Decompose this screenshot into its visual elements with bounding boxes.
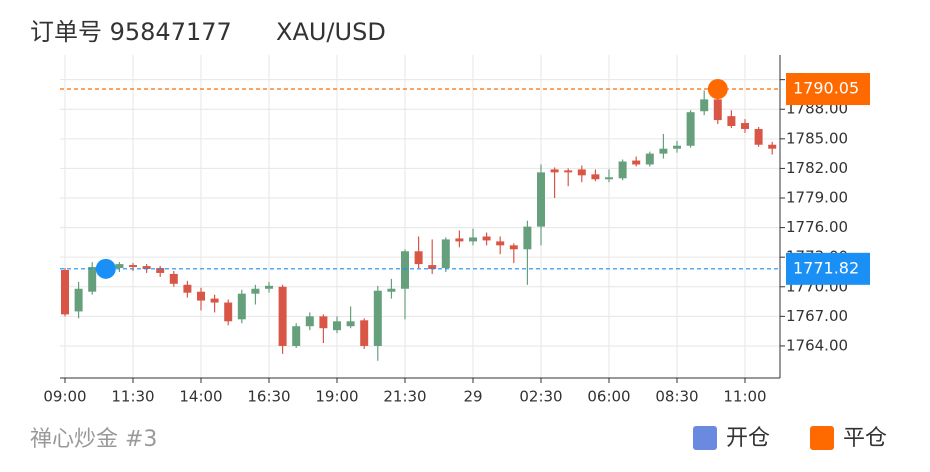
- y-tick-label: 1785.00: [786, 129, 848, 147]
- candle-body: [360, 320, 369, 346]
- legend-swatch: [810, 426, 834, 450]
- y-tick-label: 1767.00: [786, 307, 848, 325]
- candle-body: [292, 326, 301, 346]
- price-label: 1790.05: [793, 79, 859, 98]
- candle-body: [659, 148, 668, 154]
- candle-body: [265, 285, 273, 289]
- x-tick-label: 11:30: [111, 388, 154, 406]
- candle-body: [197, 291, 205, 301]
- candle-body: [537, 172, 545, 227]
- candle-body: [496, 241, 505, 246]
- legend-label: 平仓: [843, 426, 887, 451]
- candle-body: [88, 267, 97, 292]
- candle-body: [373, 290, 382, 346]
- candle-body: [509, 245, 518, 250]
- candle-body: [713, 99, 722, 121]
- candle-body: [455, 238, 464, 242]
- y-tick-label: 1779.00: [786, 189, 848, 207]
- x-tick-label: 02:30: [519, 388, 562, 406]
- candle-body: [482, 236, 491, 241]
- candle-body: [645, 153, 654, 165]
- candle-body: [237, 293, 246, 320]
- y-tick-label: 1782.00: [786, 159, 848, 177]
- candle-body: [319, 316, 328, 329]
- x-tick-label: 06:00: [587, 388, 630, 406]
- x-tick-label: 19:00: [315, 388, 358, 406]
- candle-body: [169, 273, 178, 284]
- candle-body: [251, 288, 260, 294]
- candle-body: [700, 99, 709, 112]
- x-tick-label: 08:30: [655, 388, 698, 406]
- candle-body: [768, 144, 777, 149]
- candle-body: [346, 321, 355, 327]
- x-tick-label: 16:30: [247, 388, 290, 406]
- candle-body: [618, 161, 627, 179]
- candle-body: [305, 316, 314, 327]
- price-label-bg: [786, 73, 870, 106]
- candle-body: [564, 170, 573, 173]
- candle-body: [414, 251, 423, 265]
- candle-body: [210, 298, 219, 303]
- legend-swatch: [693, 426, 717, 450]
- order-number: 订单号 95847177: [30, 18, 232, 46]
- price-label: 1771.82: [793, 258, 859, 277]
- candle-body: [183, 284, 192, 293]
- candle-body: [591, 174, 600, 180]
- candle-body: [754, 128, 763, 145]
- trade-marker: [95, 258, 116, 279]
- x-tick-label: 21:30: [383, 388, 426, 406]
- candle-body: [387, 288, 396, 292]
- x-tick-label: 09:00: [43, 388, 86, 406]
- candle-body: [401, 251, 409, 289]
- x-tick-label: 29: [463, 388, 482, 406]
- candle-body: [727, 116, 736, 127]
- candle-body: [224, 302, 233, 322]
- source: 禅心炒金 #3: [30, 427, 157, 452]
- candle-body: [142, 266, 151, 270]
- candle-body: [115, 264, 124, 269]
- x-tick-label: 14:00: [179, 388, 222, 406]
- candle-body: [441, 239, 450, 269]
- candle-body: [605, 177, 613, 180]
- x-tick-label: 11:00: [723, 388, 766, 406]
- y-tick-label: 1764.00: [786, 336, 848, 354]
- trade-marker: [707, 79, 728, 100]
- candle-body: [333, 321, 341, 331]
- candle-body: [61, 270, 69, 315]
- candle-body: [632, 160, 641, 165]
- legend-label: 开仓: [726, 426, 770, 451]
- candle-body: [686, 112, 695, 146]
- symbol: XAU/USD: [276, 18, 386, 46]
- candle-body: [741, 123, 749, 129]
- candle-body: [673, 145, 681, 149]
- candle-body: [74, 288, 83, 312]
- candle-body: [278, 286, 287, 346]
- candle-body: [156, 268, 165, 273]
- candle-body: [577, 169, 586, 176]
- candle-body: [129, 265, 137, 268]
- candle-body: [428, 265, 437, 270]
- candle-body: [523, 226, 532, 250]
- candle-body: [469, 237, 477, 242]
- price-label-bg: [786, 252, 870, 285]
- y-tick-label: 1776.00: [786, 218, 848, 236]
- candle-body: [550, 169, 559, 173]
